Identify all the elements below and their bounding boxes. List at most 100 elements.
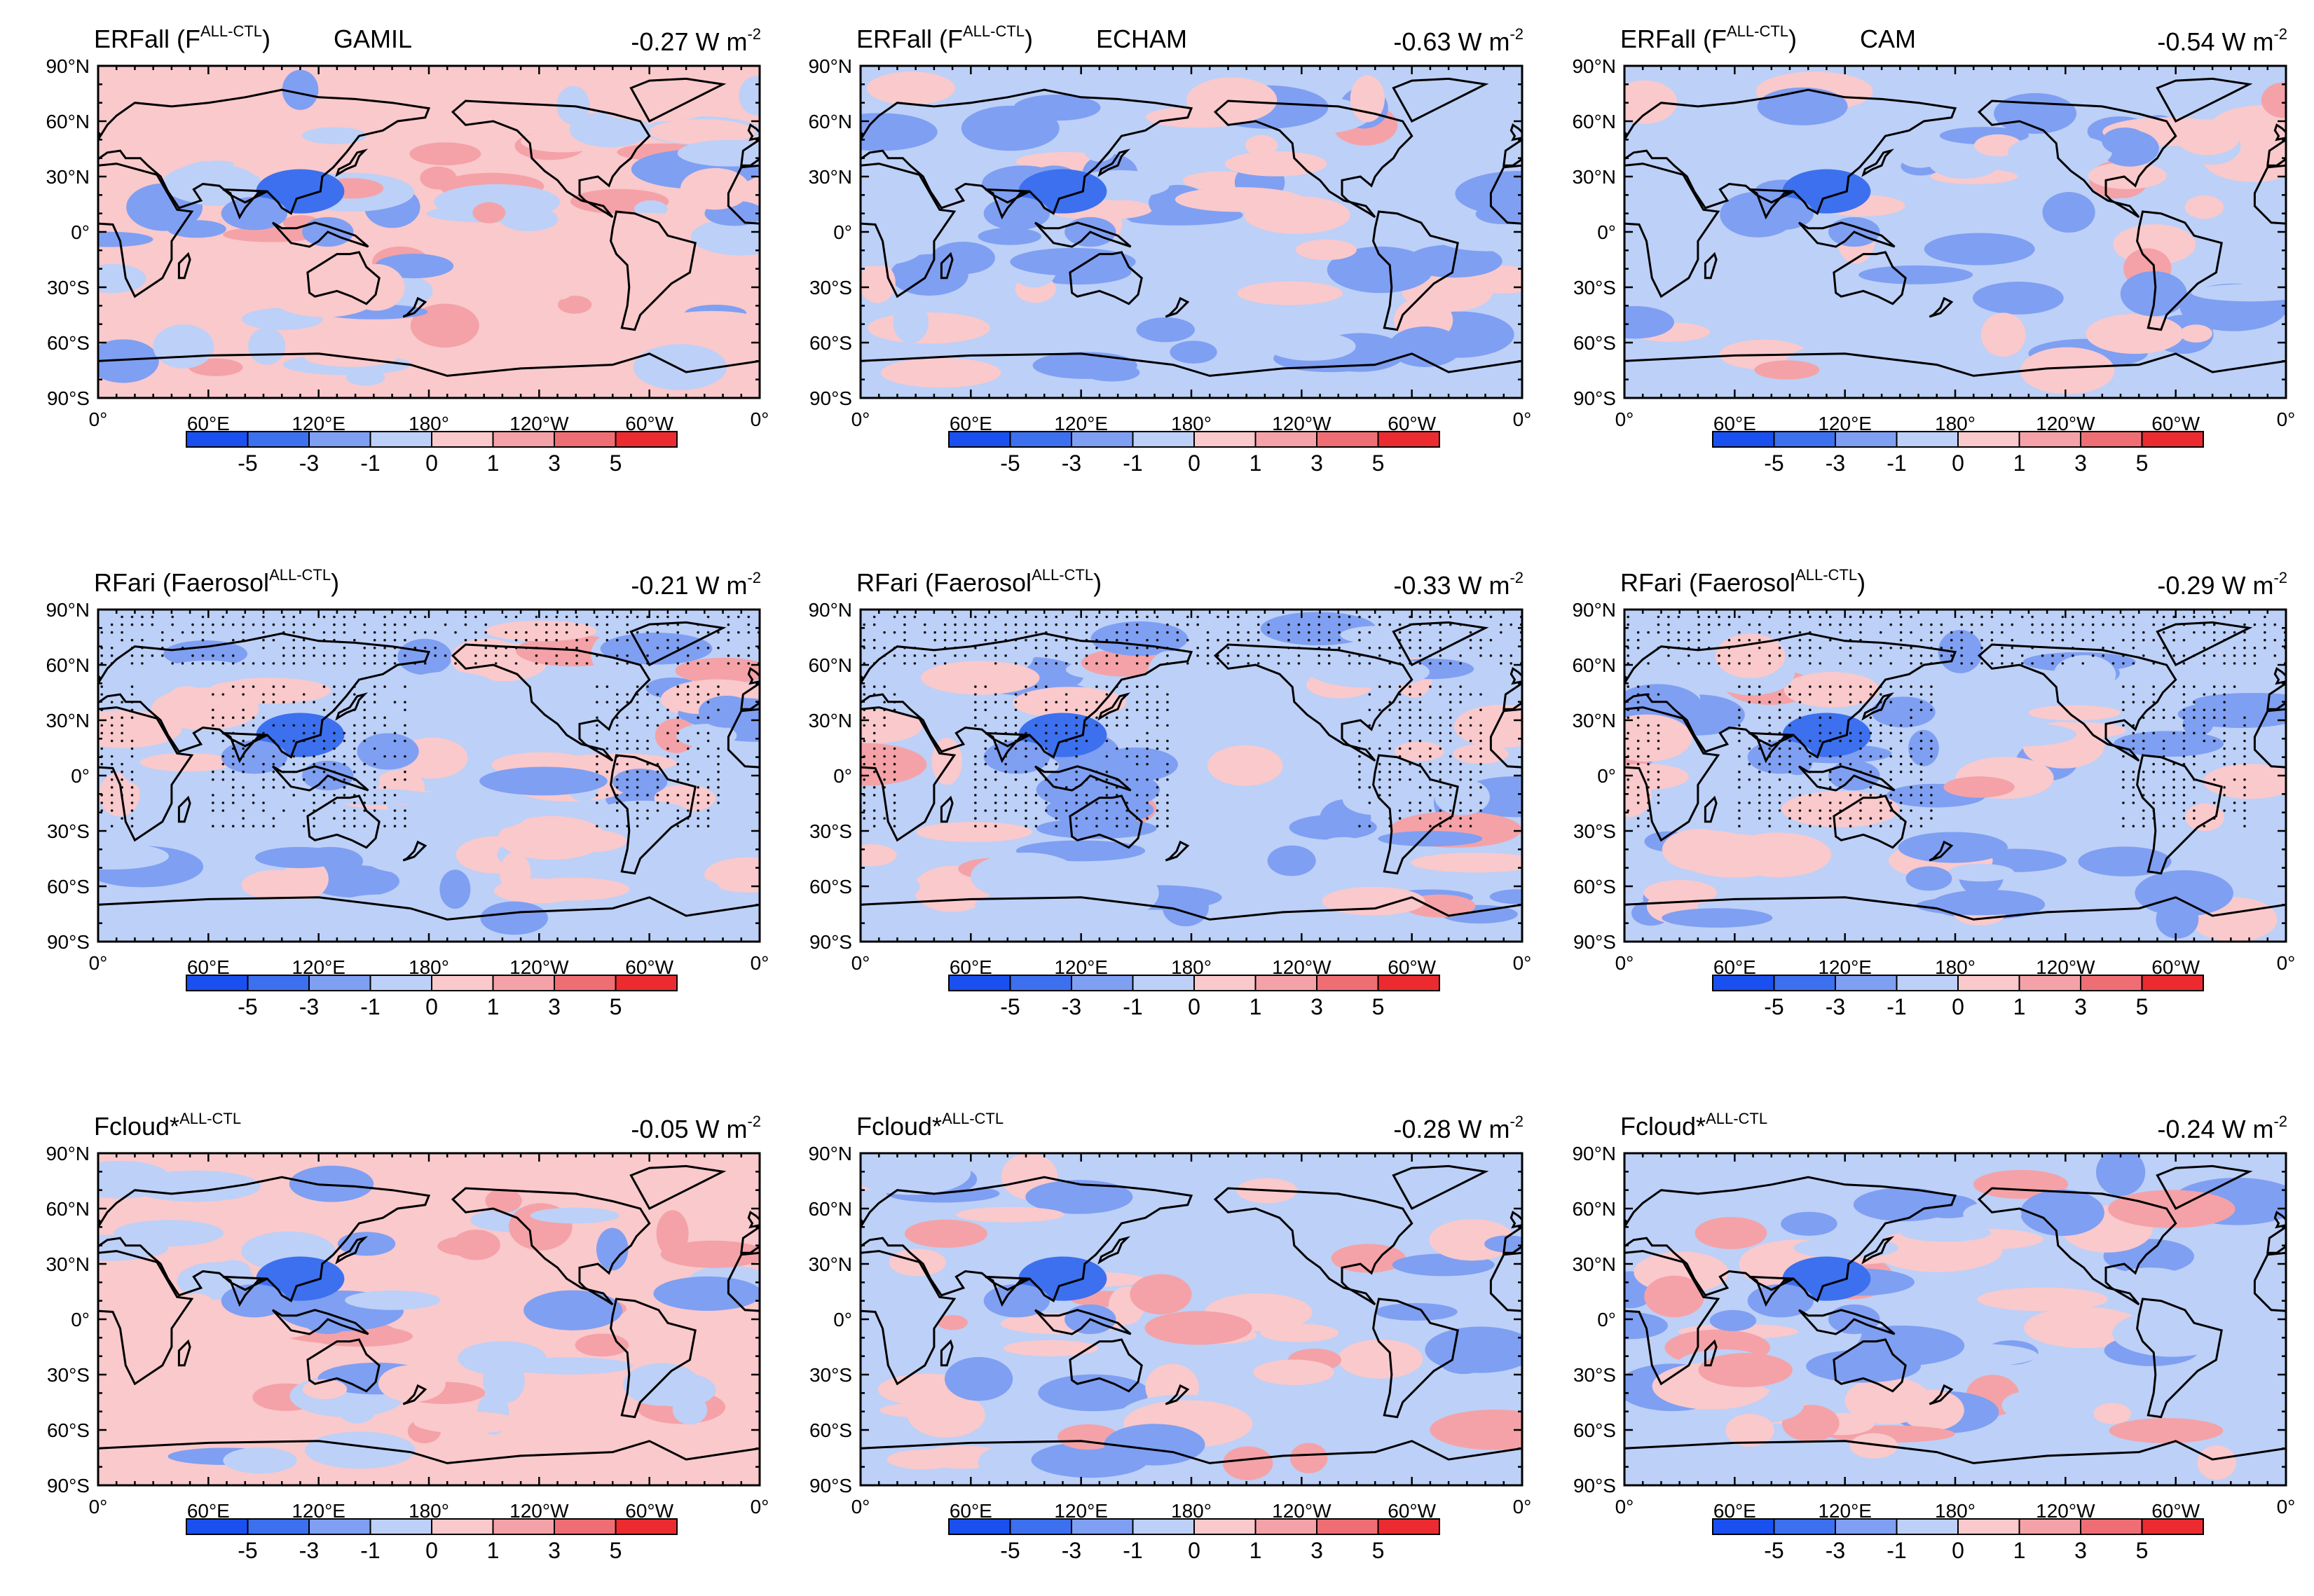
colorbar: -5 -3 -1 0 1 3 5 [1712,975,2204,1019]
global-mean: -0.54 W m-2 [2157,25,2287,56]
coastline-australia [1833,1338,1907,1393]
field-cell [1784,672,1880,708]
x-tick-label: 60°E [950,413,992,434]
colorbar-level-label: -3 [1826,1538,1845,1563]
field-cell [1317,837,1369,858]
field-cell [916,822,1032,842]
coastline-greenland [1392,1164,1489,1210]
field-cell [1977,1287,2108,1312]
coastline-australia [1833,794,1907,849]
y-tick-label: 0° [71,1309,90,1330]
field-cell [1871,696,1936,728]
field-cell [282,69,319,110]
x-tick-label: 0° [1615,1496,1634,1518]
field-cell [480,901,548,935]
coastline-africa [861,1250,957,1386]
coastline-greenland [629,77,727,123]
y-tick-label: 0° [1597,765,1616,787]
coastline-samerica [2136,210,2223,331]
field-cell [1844,1377,1931,1424]
field-cell [978,1447,1018,1477]
field-cell [1266,782,1308,829]
axis-ticks [97,64,761,399]
field-cell [676,724,737,748]
field-cell [1972,282,2064,315]
field-cell [1662,908,1773,928]
x-tick-label: 120°E [1054,1500,1108,1522]
field-cell [1624,210,1712,228]
y-tick-label: 30°S [47,820,90,842]
field-cell [1910,211,1957,228]
axis-ticks [859,1152,1524,1487]
field-cell [1253,1359,1334,1385]
field-cell [1130,1274,1192,1315]
coastline-uk [1509,123,1522,142]
field-cell [1237,281,1343,305]
field-cell [1212,234,1318,270]
colorbar-level-label: -5 [238,450,257,476]
colorbar: -5 -3 -1 0 1 3 5 [186,431,678,476]
panel-title: RFari (FaerosolALL-CTL) [856,566,1102,597]
field-cell [528,685,617,717]
y-tick-label: 30°S [1573,820,1616,842]
coastline-greenland [2156,621,2253,666]
field-cell [437,1236,498,1256]
field-cell [255,846,344,869]
x-tick-label: 0° [1615,952,1634,974]
colorbar-level-label: -1 [1887,994,1906,1019]
model-name: GAMIL [334,25,412,53]
y-tick-label: 0° [1597,1309,1616,1330]
field-cell [893,300,929,344]
field-cell [2226,1298,2273,1323]
field-cell [163,640,248,668]
field-cell [2120,271,2187,317]
field-cell [861,233,922,266]
colorbar-level-label: -3 [1826,450,1845,476]
x-tick-label: 60°E [1713,956,1756,978]
coastline-samerica [1372,210,1459,331]
field-cell [2184,195,2224,219]
coastlines [1624,77,2286,377]
field-cell [556,753,678,773]
x-tick-label: 60°E [187,413,230,434]
colorbar-level-label: 3 [548,994,561,1019]
field-cell [472,202,506,223]
x-tick-label: 0° [89,952,108,974]
y-tick-label: 90°S [809,931,852,953]
field-cell [970,852,1081,900]
y-tick-label: 90°N [808,1143,852,1164]
panel-title: ERFall (FALL-CTL) [1620,22,1797,53]
y-tick-label: 60°S [809,332,852,354]
field-cell [1624,865,1683,881]
field-cell [123,136,249,163]
field-cell [983,740,1050,774]
field-cell [690,218,760,256]
global-mean: -0.28 W m-2 [1393,1113,1524,1143]
x-tick-label: 120°W [1272,1500,1331,1522]
colorbar-level-label: 5 [610,450,622,476]
panel-title: ERFall (FALL-CTL) [856,22,1033,53]
field-cell [2118,1267,2183,1288]
field-cell [1003,1340,1099,1356]
x-tick-label: 60°W [625,956,673,978]
field-cell [205,1368,252,1403]
field-cell [983,196,1050,231]
field-cell [1245,135,1278,156]
field-cell [1456,1387,1522,1415]
x-tick-label: 120°E [292,1500,345,1522]
significance-stipple [863,615,1522,827]
field-cell [1624,305,1674,339]
coastlines [861,621,1522,921]
colorbar-level-label: -5 [1764,450,1784,476]
field-cell [1754,360,1820,380]
x-tick-label: 0° [1513,952,1532,974]
coastline-namerica [1213,99,1413,219]
x-tick-label: 120°W [509,956,569,978]
field-cell [498,816,606,860]
x-tick-label: 60°E [187,956,230,978]
colorbar-level-label: 1 [1250,994,1262,1019]
field-cell [1430,1410,1522,1450]
field-cell [153,324,214,369]
global-mean: -0.27 W m-2 [631,25,761,56]
x-tick-label: 0° [1615,408,1634,430]
